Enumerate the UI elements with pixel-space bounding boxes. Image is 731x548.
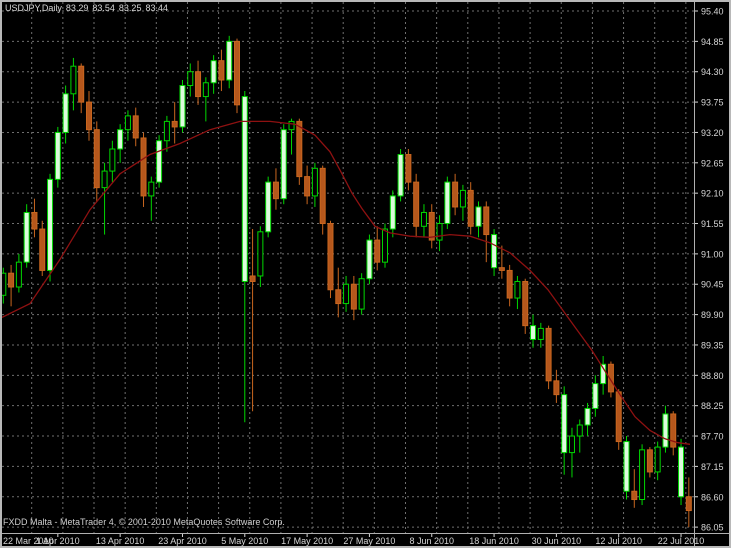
price-label: 93.75 xyxy=(701,98,724,108)
price-label: 95.40 xyxy=(701,7,724,17)
date-label: 27 May 2010 xyxy=(343,536,395,546)
price-label: 94.85 xyxy=(701,37,724,47)
date-label: 30 Jun 2010 xyxy=(532,536,582,546)
date-label: 22 Jul 2010 xyxy=(658,536,705,546)
symbol-period-label: USDJPY,Daily xyxy=(5,3,62,13)
quote-close: 83.44 xyxy=(145,3,168,13)
date-label: 18 Jun 2010 xyxy=(469,536,519,546)
price-axis[interactable]: 95.40 94.85 94.30 93.75 93.20 92.65 92.10 91.55… xyxy=(695,7,724,533)
price-label: 92.65 xyxy=(701,158,724,168)
date-label: 22 Mar 2010 xyxy=(3,536,54,546)
quote-open: 83.29 xyxy=(65,3,89,13)
price-label: 87.15 xyxy=(701,462,724,472)
quote-low: 83.25 xyxy=(118,3,142,13)
candles xyxy=(2,35,692,528)
price-label: 94.30 xyxy=(701,67,724,77)
moving-average-line xyxy=(2,120,691,445)
price-label: 88.25 xyxy=(701,401,724,411)
date-label: 12 Jul 2010 xyxy=(595,536,642,546)
date-label: 5 May 2010 xyxy=(221,536,268,546)
date-label: 8 Jun 2010 xyxy=(409,536,454,546)
grid xyxy=(2,2,694,533)
price-label: 93.20 xyxy=(701,128,724,138)
plot-area[interactable] xyxy=(1,2,694,533)
date-label: 17 May 2010 xyxy=(281,536,333,546)
price-label: 86.05 xyxy=(701,523,724,533)
date-label: 23 Apr 2010 xyxy=(158,536,207,546)
price-label: 91.00 xyxy=(701,249,724,259)
price-label: 87.70 xyxy=(701,432,724,442)
price-label: 89.35 xyxy=(701,340,724,350)
price-label: 89.90 xyxy=(701,310,724,320)
price-label: 91.55 xyxy=(701,219,724,229)
date-label: 1 Apr 2010 xyxy=(36,536,80,546)
chart-title: USDJPY,Daily 83.29 83.54 83.25 83.44 xyxy=(5,3,172,13)
price-label: 88.80 xyxy=(701,371,724,381)
quote-high: 83.54 xyxy=(92,3,115,13)
price-label: 86.60 xyxy=(701,492,724,502)
date-label: 13 Apr 2010 xyxy=(96,536,145,546)
price-label: 90.45 xyxy=(701,280,724,290)
price-label: 92.10 xyxy=(701,189,724,199)
platform-copyright: FXDD Malta - MetaTrader 4, © 2001-2010 M… xyxy=(3,517,285,527)
